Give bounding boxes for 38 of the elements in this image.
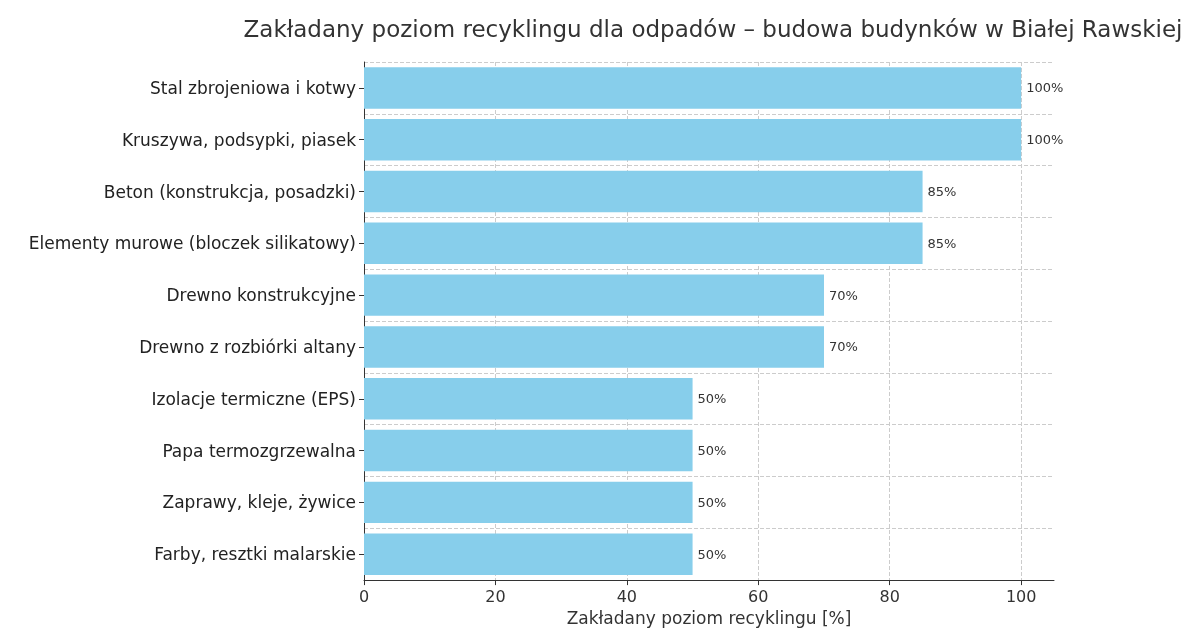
y-tick-label: Drewno konstrukcyjne [166, 285, 356, 306]
y-tick-label: Kruszywa, podsypki, piasek [121, 129, 357, 150]
y-tick-label: Stal zbrojeniowa i kotwy [150, 77, 356, 98]
data-label: 50% [697, 391, 727, 407]
y-tick-label: Elementy murowe (bloczek silikatowy) [28, 233, 356, 254]
x-tick-label: 60 [748, 586, 769, 606]
y-tick-label: Papa termozgrzewalna [162, 440, 356, 461]
data-label: 100% [1026, 132, 1064, 148]
x-tick-label: 0 [358, 586, 370, 606]
bar [364, 429, 693, 472]
x-tick-label: 40 [616, 586, 638, 606]
bar [364, 67, 1022, 109]
x-tick-label: 80 [879, 586, 900, 606]
x-tick-label: 20 [485, 586, 506, 606]
y-tick-label: Zaprawy, kleje, żywice [162, 492, 356, 513]
data-label: 50% [697, 494, 727, 510]
y-tick-label: Beton (konstrukcja, posadzki) [103, 181, 356, 202]
bar [364, 170, 923, 213]
x-axis-title: Zakładany poziom recyklingu [%] [566, 607, 852, 628]
data-label: 85% [927, 235, 957, 251]
x-tick-label: 100 [1005, 586, 1037, 606]
data-label: 50% [697, 443, 727, 459]
bar [364, 326, 824, 368]
y-tick-label: Farby, resztki malarskie [154, 544, 356, 565]
bar [364, 378, 693, 420]
data-label: 70% [829, 339, 858, 355]
y-tick-label: Izolacje termiczne (EPS) [151, 388, 356, 409]
data-label: 100% [1026, 80, 1064, 96]
y-tick-label: Drewno z rozbiórki altany [139, 336, 356, 357]
data-label: 85% [927, 184, 957, 200]
bar [364, 274, 824, 316]
data-label: 50% [697, 546, 727, 562]
data-label: 70% [829, 287, 858, 303]
bar [364, 118, 1022, 161]
bar [364, 533, 693, 575]
chart-title: Zakładany poziom recyklingu dla odpadów – budowa budynków w Białej Rawskiej [243, 15, 1183, 42]
bar [364, 222, 923, 265]
bar [364, 481, 693, 524]
